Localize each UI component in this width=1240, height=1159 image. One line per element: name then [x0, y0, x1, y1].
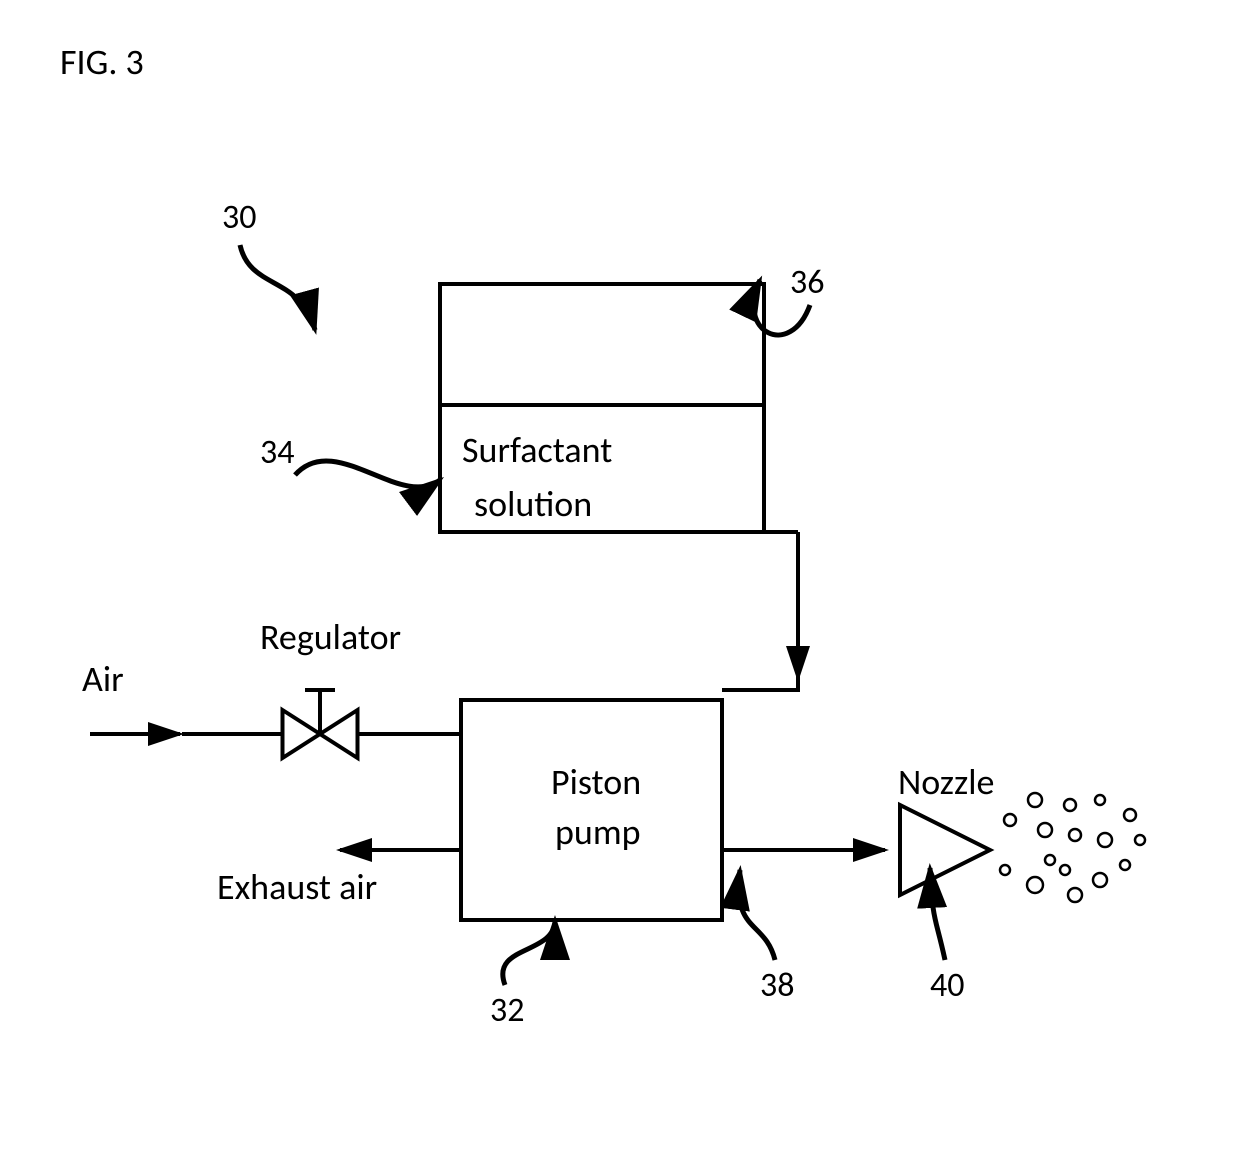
diagram-svg	[0, 0, 1240, 1159]
